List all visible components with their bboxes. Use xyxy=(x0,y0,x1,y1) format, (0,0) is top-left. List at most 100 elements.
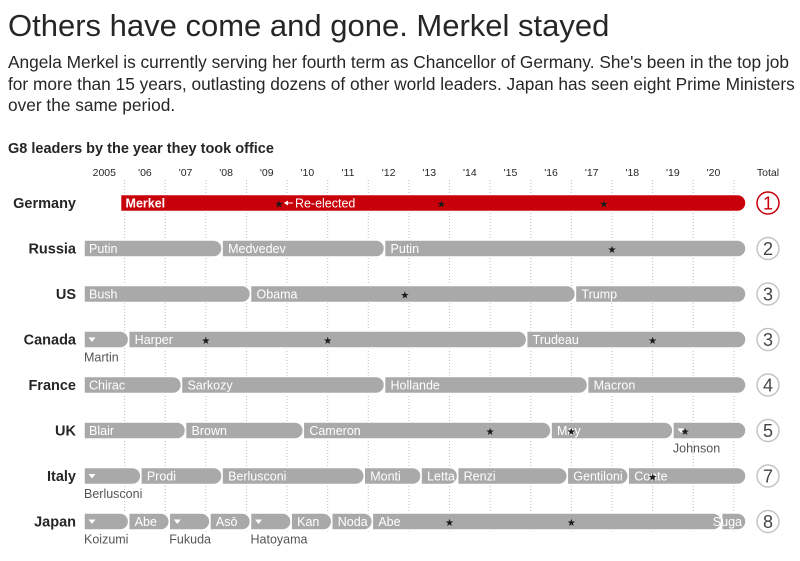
down-arrow-icon xyxy=(255,519,263,524)
total-circle xyxy=(756,236,780,261)
election-star-icon: ★ xyxy=(274,200,283,211)
leader-bar xyxy=(249,284,577,304)
total-circle xyxy=(756,509,780,534)
leader-label: Hollande xyxy=(391,379,440,393)
election-star-icon: ★ xyxy=(437,200,446,211)
leader-label: May xyxy=(557,424,581,438)
leader-label: Chirac xyxy=(89,379,125,393)
page-subtitle: Angela Merkel is currently serving her f… xyxy=(8,52,795,115)
leader-label-below: Koizumi xyxy=(84,533,128,547)
leader-label: Sarkozy xyxy=(187,379,233,393)
down-arrow-icon xyxy=(88,474,96,479)
page-title: Others have come and gone. Merkel stayed xyxy=(8,8,610,43)
total-value: 8 xyxy=(763,512,773,532)
leader-bar xyxy=(119,193,747,213)
total-circle xyxy=(756,327,780,352)
leader-label: Monti xyxy=(370,470,401,484)
election-star-icon: ★ xyxy=(648,473,657,484)
country-label: Japan xyxy=(34,515,76,531)
election-star-icon: ★ xyxy=(201,336,210,347)
x-tick-label: '12 xyxy=(382,167,396,179)
leader-label: Asō xyxy=(216,515,238,529)
country-label: US xyxy=(56,287,76,303)
election-star-icon: ★ xyxy=(607,245,616,256)
x-tick-label: '19 xyxy=(666,167,680,179)
x-tick-label: '18 xyxy=(625,167,639,179)
down-arrow-icon xyxy=(173,519,181,524)
total-value: 3 xyxy=(763,330,773,350)
x-tick-label: '20 xyxy=(707,167,721,179)
leader-label: Trump xyxy=(581,288,617,302)
leader-label-below: Fukuda xyxy=(169,533,211,547)
leader-label: Merkel xyxy=(126,197,166,211)
leader-bar xyxy=(720,512,747,531)
x-tick-label: '08 xyxy=(219,167,233,179)
x-tick-label: '11 xyxy=(342,167,355,179)
x-tick-label: '15 xyxy=(504,167,518,179)
leader-bar xyxy=(586,375,747,395)
country-label: Russia xyxy=(28,242,76,258)
leader-label: Putin xyxy=(89,242,118,256)
x-tick-label: '17 xyxy=(585,167,599,179)
leader-label: Suga xyxy=(713,515,742,529)
arrow-left-icon xyxy=(283,200,288,206)
x-tick-label: '07 xyxy=(179,167,193,179)
leaders-timeline-chart: 2005 '06 '07 '08 '09 '10 '11 '12 '13 '14 '15 '16 '17… xyxy=(13,167,780,547)
leader-bar xyxy=(525,330,747,349)
x-tick-label: '10 xyxy=(301,167,315,179)
country-label: UK xyxy=(55,424,76,440)
total-circle xyxy=(756,282,780,306)
down-arrow-icon xyxy=(88,337,96,342)
election-star-icon: ★ xyxy=(681,427,690,438)
down-arrow-icon xyxy=(88,519,96,524)
leader-bar xyxy=(383,239,747,258)
election-star-icon: ★ xyxy=(648,336,657,347)
total-value: 2 xyxy=(763,239,773,259)
leader-bar xyxy=(371,512,723,531)
total-value: 4 xyxy=(763,376,773,396)
leader-label: Macron xyxy=(594,379,636,393)
leader-label: Berlusconi xyxy=(228,470,286,484)
total-value: 1 xyxy=(763,194,773,214)
election-star-icon: ★ xyxy=(323,336,332,347)
leader-label: Letta xyxy=(427,470,455,484)
election-star-icon: ★ xyxy=(599,200,608,211)
leader-label: Brown xyxy=(192,424,227,438)
leader-label: Cameron xyxy=(309,424,360,438)
leader-bar xyxy=(574,284,747,304)
total-circle xyxy=(756,464,780,488)
total-value: 5 xyxy=(763,421,773,441)
country-label: Canada xyxy=(24,333,77,349)
leader-label: Trudeau xyxy=(533,333,579,347)
election-star-icon: ★ xyxy=(486,427,495,438)
leader-label-below: Martin xyxy=(84,351,119,365)
leader-label: Putin xyxy=(391,242,420,256)
leader-label: Obama xyxy=(257,288,298,302)
leader-label-below: Johnson xyxy=(673,442,720,456)
x-tick-label: '14 xyxy=(463,167,477,179)
election-star-icon: ★ xyxy=(567,518,576,529)
x-tick-label: '16 xyxy=(544,167,558,179)
chart-label: G8 leaders by the year they took office xyxy=(8,141,274,157)
total-header: Total xyxy=(757,167,779,179)
leader-label: Harper xyxy=(135,333,173,347)
election-star-icon: ★ xyxy=(445,518,454,529)
down-arrow-icon xyxy=(677,428,685,433)
leader-label: Blair xyxy=(89,424,114,438)
x-tick-label: 2005 xyxy=(93,167,117,179)
x-tick-label: '06 xyxy=(138,167,152,179)
election-star-icon: ★ xyxy=(567,427,576,438)
country-label: Germany xyxy=(13,196,76,212)
leader-label: Prodi xyxy=(147,470,176,484)
leader-bar xyxy=(672,421,747,440)
leader-label: Noda xyxy=(338,515,368,529)
leader-bar xyxy=(627,466,747,486)
total-circle xyxy=(756,418,780,443)
leader-label: Abe xyxy=(135,515,157,529)
leader-label: Kan xyxy=(297,515,319,529)
total-value: 3 xyxy=(763,285,773,305)
election-star-icon: ★ xyxy=(400,291,409,302)
x-tick-label: '09 xyxy=(260,167,274,179)
x-tick-label: '13 xyxy=(422,167,436,179)
leader-label: Medvedev xyxy=(228,242,286,256)
